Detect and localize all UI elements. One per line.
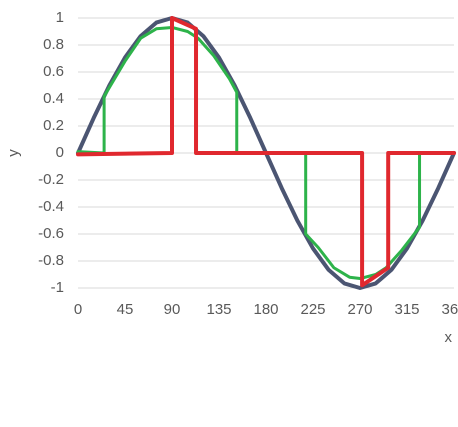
x-tick-label: 90: [164, 301, 181, 318]
x-tick-label: 135: [206, 301, 231, 318]
x-tick-label: 0: [74, 301, 82, 318]
x-tick-label: 270: [347, 301, 372, 318]
x-tick-label: 180: [253, 301, 278, 318]
y-tick-label: 1: [56, 9, 64, 26]
y-tick-label: -0.2: [38, 171, 64, 188]
y-axis-label: y: [5, 149, 22, 157]
y-tick-label: 0.4: [43, 90, 64, 107]
y-tick-label: -0.6: [38, 225, 64, 242]
x-tick-label: 315: [394, 301, 419, 318]
y-tick-label: 0: [56, 144, 64, 161]
x-axis-label: x: [445, 329, 453, 346]
x-tick-label: 45: [117, 301, 134, 318]
x-tick-label: 225: [300, 301, 325, 318]
y-tick-label: 0.2: [43, 117, 64, 134]
x-tick-label: 360: [441, 301, 458, 318]
y-tick-label: 0.6: [43, 63, 64, 80]
line-series: [76, 16, 456, 288]
y-tick-label: -1: [51, 279, 64, 296]
y-tick-label: 0.8: [43, 36, 64, 53]
y-tick-label: -0.4: [38, 198, 64, 215]
y-tick-label: -0.8: [38, 252, 64, 269]
